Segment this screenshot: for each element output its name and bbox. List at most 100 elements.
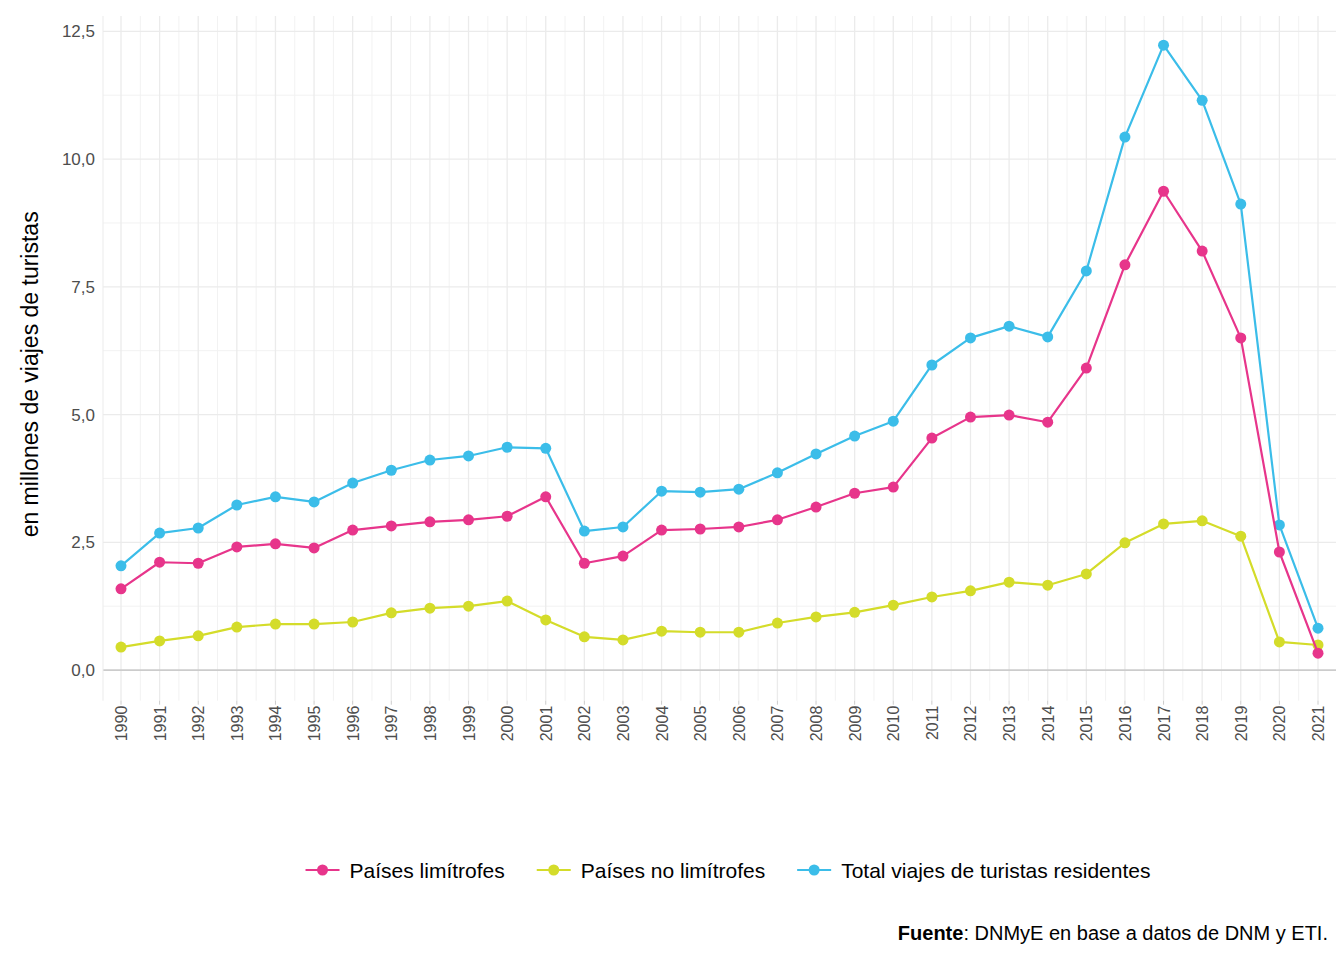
series-line [121, 521, 1318, 647]
x-tick [661, 701, 662, 705]
x-tick-label: 2014 [1040, 706, 1057, 742]
data-point [1158, 40, 1169, 51]
data-point [463, 514, 474, 525]
x-tick-label: 2000 [499, 706, 516, 742]
data-point [1235, 531, 1246, 542]
data-point [926, 591, 937, 602]
legend-marker [809, 865, 820, 876]
series-line [121, 45, 1318, 628]
x-tick-label: 2009 [847, 706, 864, 742]
data-point [888, 482, 899, 493]
data-point [733, 627, 744, 638]
x-tick-label: 2008 [808, 706, 825, 742]
minor-grid-line [912, 16, 913, 701]
data-point [617, 521, 628, 532]
data-point [231, 499, 242, 510]
x-grid-line [1202, 16, 1203, 701]
series [116, 515, 1324, 652]
minor-grid-line [1105, 16, 1106, 701]
data-point [424, 603, 435, 614]
data-point [772, 467, 783, 478]
data-point [965, 332, 976, 343]
data-point [1004, 410, 1015, 421]
data-point [1197, 246, 1208, 257]
data-point [656, 525, 667, 536]
legend-marker [548, 865, 559, 876]
data-point [347, 617, 358, 628]
x-grid-line [815, 16, 816, 701]
x-grid-line [777, 16, 778, 701]
legend: Países limítrofesPaíses no limítrofesTot… [306, 859, 1151, 882]
data-point [424, 516, 435, 527]
x-tick-label: 2018 [1194, 706, 1211, 742]
x-tick-label: 2007 [769, 706, 786, 742]
x-grid-line [661, 16, 662, 701]
data-point [849, 431, 860, 442]
legend-label: Total viajes de turistas residentes [841, 859, 1150, 882]
data-point [1042, 331, 1053, 342]
data-point [1081, 265, 1092, 276]
data-point [1158, 518, 1169, 529]
data-point [1042, 417, 1053, 428]
x-grid-line [352, 16, 353, 701]
x-grid-line [1163, 16, 1164, 701]
x-grid-line [468, 16, 469, 701]
minor-grid-line [410, 16, 411, 701]
chart: 0,02,55,07,510,012,519901991199219931994… [0, 0, 1344, 960]
x-grid-line [1008, 16, 1009, 701]
data-point [502, 596, 513, 607]
x-tick [429, 701, 430, 705]
data-point [965, 412, 976, 423]
data-point [231, 622, 242, 633]
x-tick-label: 2020 [1271, 706, 1288, 742]
data-point [617, 634, 628, 645]
x-grid-line [275, 16, 276, 701]
x-tick [970, 701, 971, 705]
grid [103, 16, 1336, 701]
x-tick-label: 1991 [152, 706, 169, 742]
x-tick-label: 2011 [924, 706, 941, 741]
data-point [1274, 636, 1285, 647]
data-point [540, 443, 551, 454]
x-grid-line [1240, 16, 1241, 701]
x-tick-label: 2006 [731, 706, 748, 742]
y-tick-label: 7,5 [71, 278, 95, 297]
minor-grid-line [1144, 16, 1145, 701]
legend-marker [317, 865, 328, 876]
x-tick [391, 701, 392, 705]
x-tick [893, 701, 894, 705]
data-point [1119, 259, 1130, 270]
x-grid-line [1124, 16, 1125, 701]
x-grid-line [854, 16, 855, 701]
data-point [154, 528, 165, 539]
data-point [154, 635, 165, 646]
data-point [116, 560, 127, 571]
x-tick-label: 1995 [306, 706, 323, 742]
data-point [463, 601, 474, 612]
minor-grid-line [487, 16, 488, 701]
data-point [309, 619, 320, 630]
legend-label: Países no limítrofes [581, 859, 765, 882]
x-tick [622, 701, 623, 705]
x-tick-label: 1996 [345, 706, 362, 742]
minor-grid-line [294, 16, 295, 701]
minor-grid-line [256, 16, 257, 701]
x-tick [198, 701, 199, 705]
x-grid-line [622, 16, 623, 701]
y-axis: 0,02,55,07,510,012,5 [62, 16, 103, 701]
caption-bold: Fuente [898, 922, 964, 944]
data-point [772, 514, 783, 525]
data-point [1004, 321, 1015, 332]
caption: Fuente: DNMyE en base a datos de DNM y E… [898, 922, 1328, 944]
data-point [540, 491, 551, 502]
x-tick-label: 1992 [190, 706, 207, 742]
data-point [502, 511, 513, 522]
data-point [1119, 132, 1130, 143]
data-point [231, 541, 242, 552]
x-grid-line [584, 16, 585, 701]
x-tick-label: 2004 [654, 706, 671, 742]
x-tick-label: 2001 [538, 706, 555, 742]
data-point [695, 627, 706, 638]
y-tick-label: 2,5 [71, 533, 95, 552]
data-point [347, 478, 358, 489]
